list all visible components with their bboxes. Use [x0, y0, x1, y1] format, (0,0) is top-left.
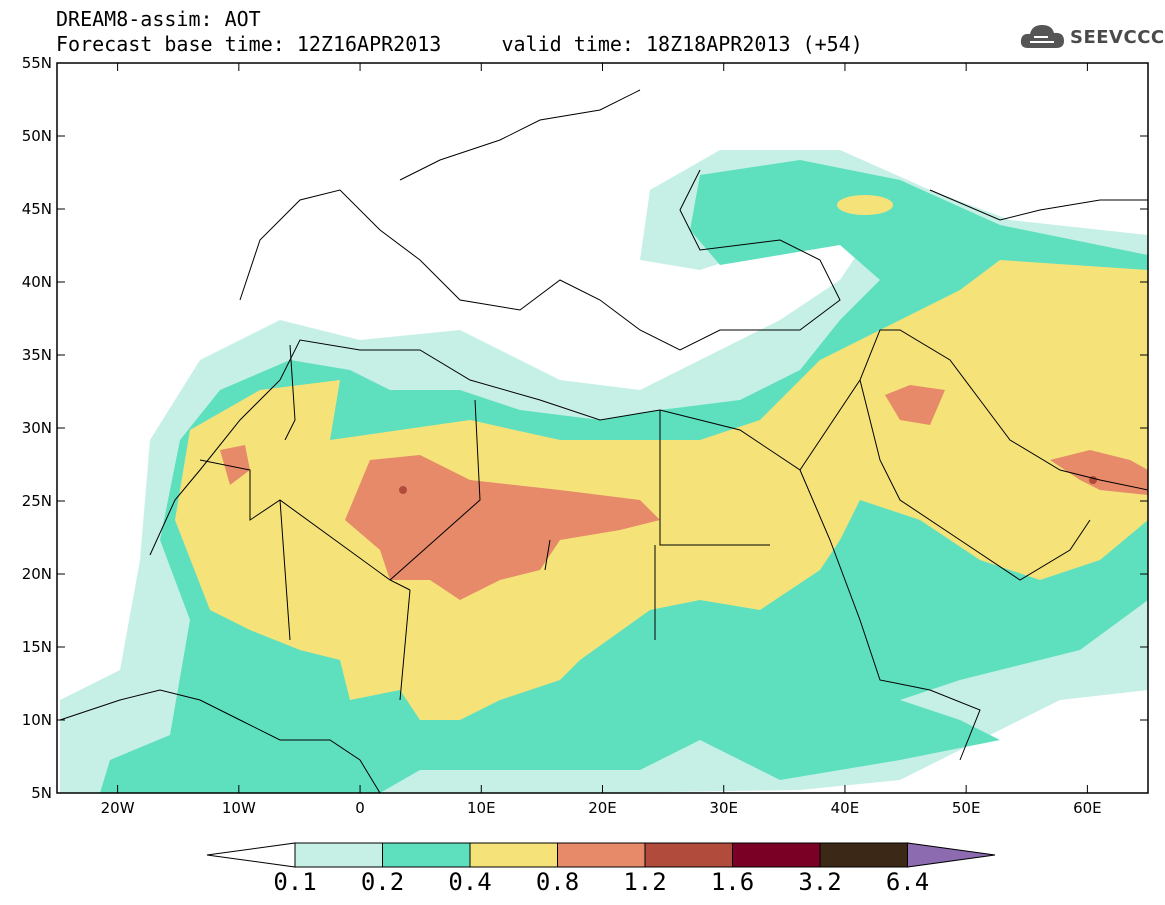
aot-contour-0.4	[175, 260, 1148, 720]
lat-label: 10N	[22, 711, 52, 729]
map-title: DREAM8-assim: AOT	[56, 7, 261, 31]
lon-label: 40E	[831, 799, 860, 817]
aot-contour-0.8-d	[220, 445, 250, 485]
lon-label: 0	[355, 799, 365, 817]
latitude-labels: 55N 50N 45N 40N 35N 30N 25N 20N 15N 10N 5N	[22, 54, 52, 802]
seevccc-logo: SEEVCCC	[1018, 20, 1164, 60]
colorbar-label: 1.6	[710, 868, 755, 896]
cloud-icon	[1020, 25, 1064, 48]
colorbar-swatch	[382, 842, 471, 868]
aot-contour-0.8-c	[1050, 450, 1148, 495]
lat-label: 35N	[22, 346, 52, 364]
colorbar-swatch	[557, 842, 646, 868]
colorbar-label: 1.2	[623, 868, 667, 896]
colorbar-label: 3.2	[798, 868, 842, 896]
forecast-time-line: Forecast base time: 12Z16APR2013 valid t…	[56, 32, 863, 56]
lat-label: 25N	[22, 492, 52, 510]
lon-label: 10E	[467, 799, 496, 817]
lon-label: 20E	[588, 799, 617, 817]
lat-label: 30N	[22, 419, 52, 437]
colorbar-label: 0.2	[360, 868, 405, 896]
lon-label: 20W	[101, 799, 135, 817]
lon-label: 10W	[222, 799, 256, 817]
lat-label: 40N	[22, 273, 52, 291]
colorbar-swatch	[819, 842, 908, 868]
colorbar-swatch	[732, 842, 821, 868]
aot-contour-1.2	[399, 486, 407, 494]
colorbar-label: 0.8	[535, 868, 580, 896]
colorbar-label: 0.4	[448, 868, 492, 896]
aot-contour-0.4-b	[837, 195, 893, 215]
aot-contour-0.8-b	[885, 385, 945, 425]
colorbar-min-arrow	[206, 842, 296, 868]
lon-label: 60E	[1073, 799, 1102, 817]
colorbar-swatch	[644, 842, 733, 868]
colorbar-label: 0.1	[273, 868, 317, 896]
colorbar	[206, 842, 996, 868]
longitude-labels: 20W 10W 0 10E 20E 30E 40E 50E 60E	[101, 799, 1102, 817]
coastlines	[59, 89, 1148, 793]
lon-label: 50E	[952, 799, 981, 817]
aot-contour-0.8	[345, 455, 660, 600]
lat-label: 50N	[22, 127, 52, 145]
lat-label: 45N	[22, 200, 52, 218]
colorbar-swatch	[469, 842, 558, 868]
lat-label: 55N	[22, 54, 52, 72]
logo-text: SEEVCCC	[1070, 27, 1165, 48]
colorbar-max-arrow	[907, 842, 996, 868]
lat-label: 20N	[22, 565, 52, 583]
lon-label: 30E	[709, 799, 738, 817]
colorbar-swatch	[294, 842, 383, 868]
lat-label: 5N	[31, 784, 52, 802]
axis-ticks	[57, 62, 1148, 794]
lat-label: 15N	[22, 638, 52, 656]
colorbar-label: 6.4	[885, 868, 930, 896]
aot-field	[57, 63, 1148, 793]
